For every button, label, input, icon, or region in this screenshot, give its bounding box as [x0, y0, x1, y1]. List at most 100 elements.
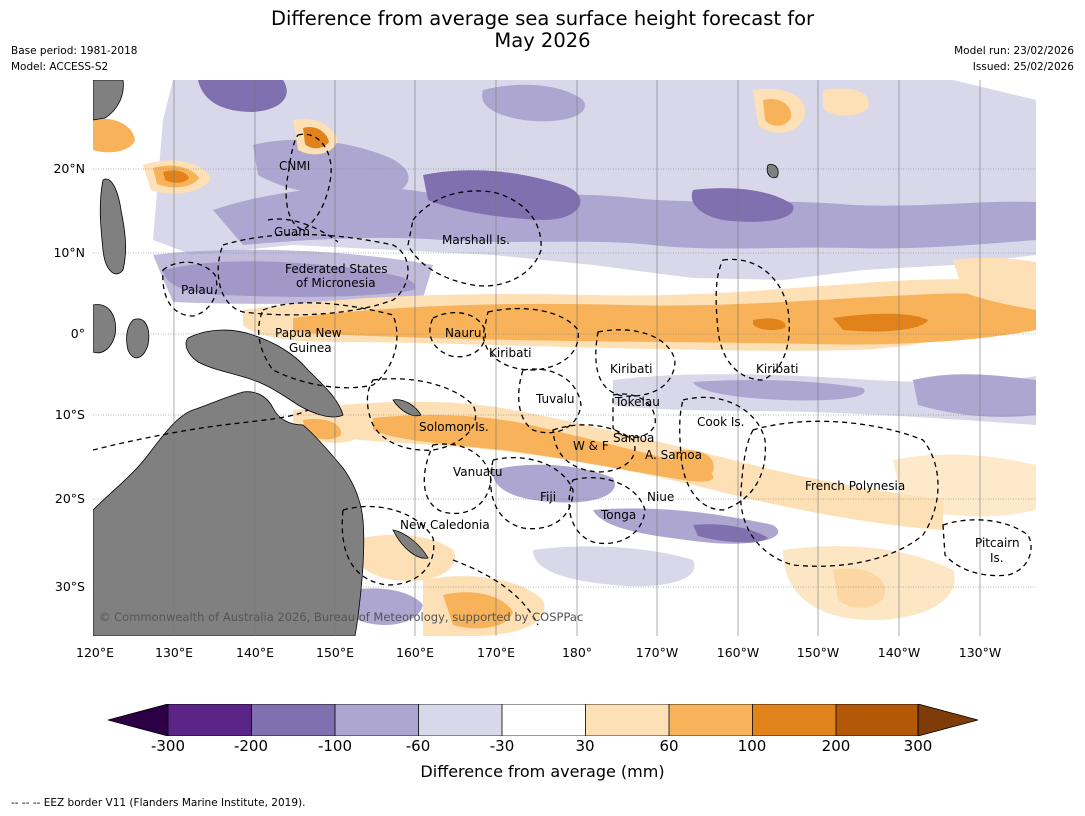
cb-tick-300: 300: [903, 737, 933, 755]
neg-marshall: [423, 170, 581, 220]
colorbar-swatch-1: [251, 704, 335, 736]
gridlines: [93, 80, 1036, 636]
eez-png: [258, 302, 398, 389]
eez-marshall: [407, 190, 542, 287]
base-period: Base period: 1981-2018: [11, 45, 138, 57]
eez-guam: [267, 218, 339, 243]
label-kiribati-c: Kiribati: [610, 362, 652, 376]
eez-newcal: [341, 505, 435, 586]
cb-tick-m30: -30: [489, 737, 515, 755]
cb-tick-m60: -60: [405, 737, 431, 755]
lon-tick-160w: 160°W: [716, 645, 760, 660]
issued-date: Issued: 25/02/2026: [972, 61, 1074, 73]
lon-tick-170w: 170°W: [635, 645, 679, 660]
pos-south-east-light: [783, 546, 955, 620]
sulawesi-halmahera: [126, 318, 150, 359]
cb-tick-100: 100: [737, 737, 767, 755]
label-pitcairn-2: Is.: [990, 551, 1004, 565]
pos-top-right-b: [823, 88, 869, 116]
lon-tick-160e: 160°E: [395, 645, 435, 660]
lon-tick-150e: 150°E: [315, 645, 355, 660]
lat-tick-20s: 20°S: [54, 491, 85, 506]
label-fsm-1: Federated States: [285, 262, 387, 276]
label-palau: Palau: [181, 283, 213, 297]
lon-tick-150w: 150°W: [796, 645, 840, 660]
meta-left: Base period: 1981-2018 Model: ACCESS-S2: [11, 43, 137, 75]
cb-tick-m300: -300: [150, 737, 186, 755]
eez-kiribati-e: [715, 258, 790, 381]
label-png-2: Guinea: [289, 341, 332, 355]
colorbar-swatch-3: [418, 704, 502, 736]
colorbar-swatch-4: [502, 704, 586, 736]
label-cook: Cook Is.: [697, 415, 744, 429]
colorbar-extend-high: [917, 704, 978, 736]
meta-right: Model run: 23/02/2026 Issued: 25/02/2026: [954, 43, 1074, 75]
label-png-1: Papua New: [275, 326, 342, 340]
colorbar-swatch-7: [752, 704, 836, 736]
neg-fiji: [492, 464, 615, 503]
eez-palau: [162, 261, 218, 317]
colorbar-swatch-2: [335, 704, 419, 736]
pos-spcz-amoa: [673, 450, 714, 478]
pos-south-bottom-mid: [443, 592, 513, 629]
label-tuvalu: Tuvalu: [535, 392, 575, 406]
neg-south-west: [353, 588, 423, 625]
lat-tick-0: 0°: [70, 326, 85, 341]
pos-south-patches: [352, 534, 455, 581]
copyright-credit: © Commonwealth of Australia 2026, Bureau…: [99, 610, 583, 624]
eez-pitcairn: [942, 519, 1032, 577]
lon-tick-180: 180°: [561, 645, 593, 660]
colorbar: [108, 704, 978, 736]
cb-tick-60: 60: [659, 737, 679, 755]
neg-south-light: [533, 546, 695, 587]
neg-micronesia-light: [153, 249, 433, 304]
neg-central-dark: [691, 188, 794, 222]
lat-tick-30s: 30°S: [54, 579, 85, 594]
title-line-1: Difference from average sea surface heig…: [270, 7, 815, 30]
lon-tick-120e: 120°E: [75, 645, 115, 660]
colorbar-label: Difference from average (mm): [420, 762, 665, 781]
label-fp: French Polynesia: [805, 479, 905, 493]
lon-tick-140w: 140°W: [877, 645, 921, 660]
colorbar-swatch-5: [585, 704, 669, 736]
eez-footnote: -- -- -- EEZ border V11 (Flanders Marine…: [11, 797, 306, 809]
label-cnmi: CNMI: [279, 159, 310, 173]
cb-tick-30: 30: [575, 737, 595, 755]
neg-top-purple: [198, 80, 287, 112]
neg-band-north-mid: [213, 186, 1036, 249]
label-newcal: New Caledonia: [400, 518, 490, 532]
cb-tick-m100: -100: [317, 737, 353, 755]
label-asamoa: A. Samoa: [645, 448, 702, 462]
label-tonga: Tonga: [600, 508, 636, 522]
hawaii: [766, 163, 779, 179]
label-marshall: Marshall Is.: [442, 233, 510, 247]
eez-fsm: [217, 233, 409, 316]
pos-equatorial-mid: [293, 293, 1036, 345]
pos-spcz-mid: [373, 415, 714, 482]
land-masses: [93, 80, 779, 636]
title-line-2: May 2026: [494, 29, 591, 52]
label-nauru: Nauru: [445, 326, 481, 340]
colorbar-frame: [167, 704, 919, 736]
lon-tick-130w: 130°W: [958, 645, 1002, 660]
new-caledonia: [392, 529, 429, 559]
eez-cnmi: [285, 133, 332, 231]
eez-vanuatu: [423, 443, 492, 514]
pos-ne-light: [953, 257, 1036, 310]
region-labels: CNMI Guam Marshall Is. Federated States …: [181, 159, 1020, 565]
eez-west-arc: [93, 409, 309, 451]
colorbar-extend-low: [108, 704, 169, 736]
lon-tick-140e: 140°E: [235, 645, 275, 660]
new-guinea: [185, 329, 344, 418]
label-wf: W & F: [573, 439, 609, 453]
label-fsm-2: of Micronesia: [296, 276, 376, 290]
label-solomon: Solomon Is.: [419, 420, 489, 434]
eez-tokelau: [612, 393, 656, 439]
lon-tick-170e: 170°E: [476, 645, 516, 660]
pos-nw-patch-dark: [163, 170, 189, 183]
colorbar-swatch-6: [669, 704, 753, 736]
chart-title: Difference from average sea surface heig…: [0, 8, 1085, 52]
pos-equatorial-dark-b: [753, 318, 786, 331]
eez-nauru: [429, 312, 486, 358]
australia: [93, 391, 365, 636]
